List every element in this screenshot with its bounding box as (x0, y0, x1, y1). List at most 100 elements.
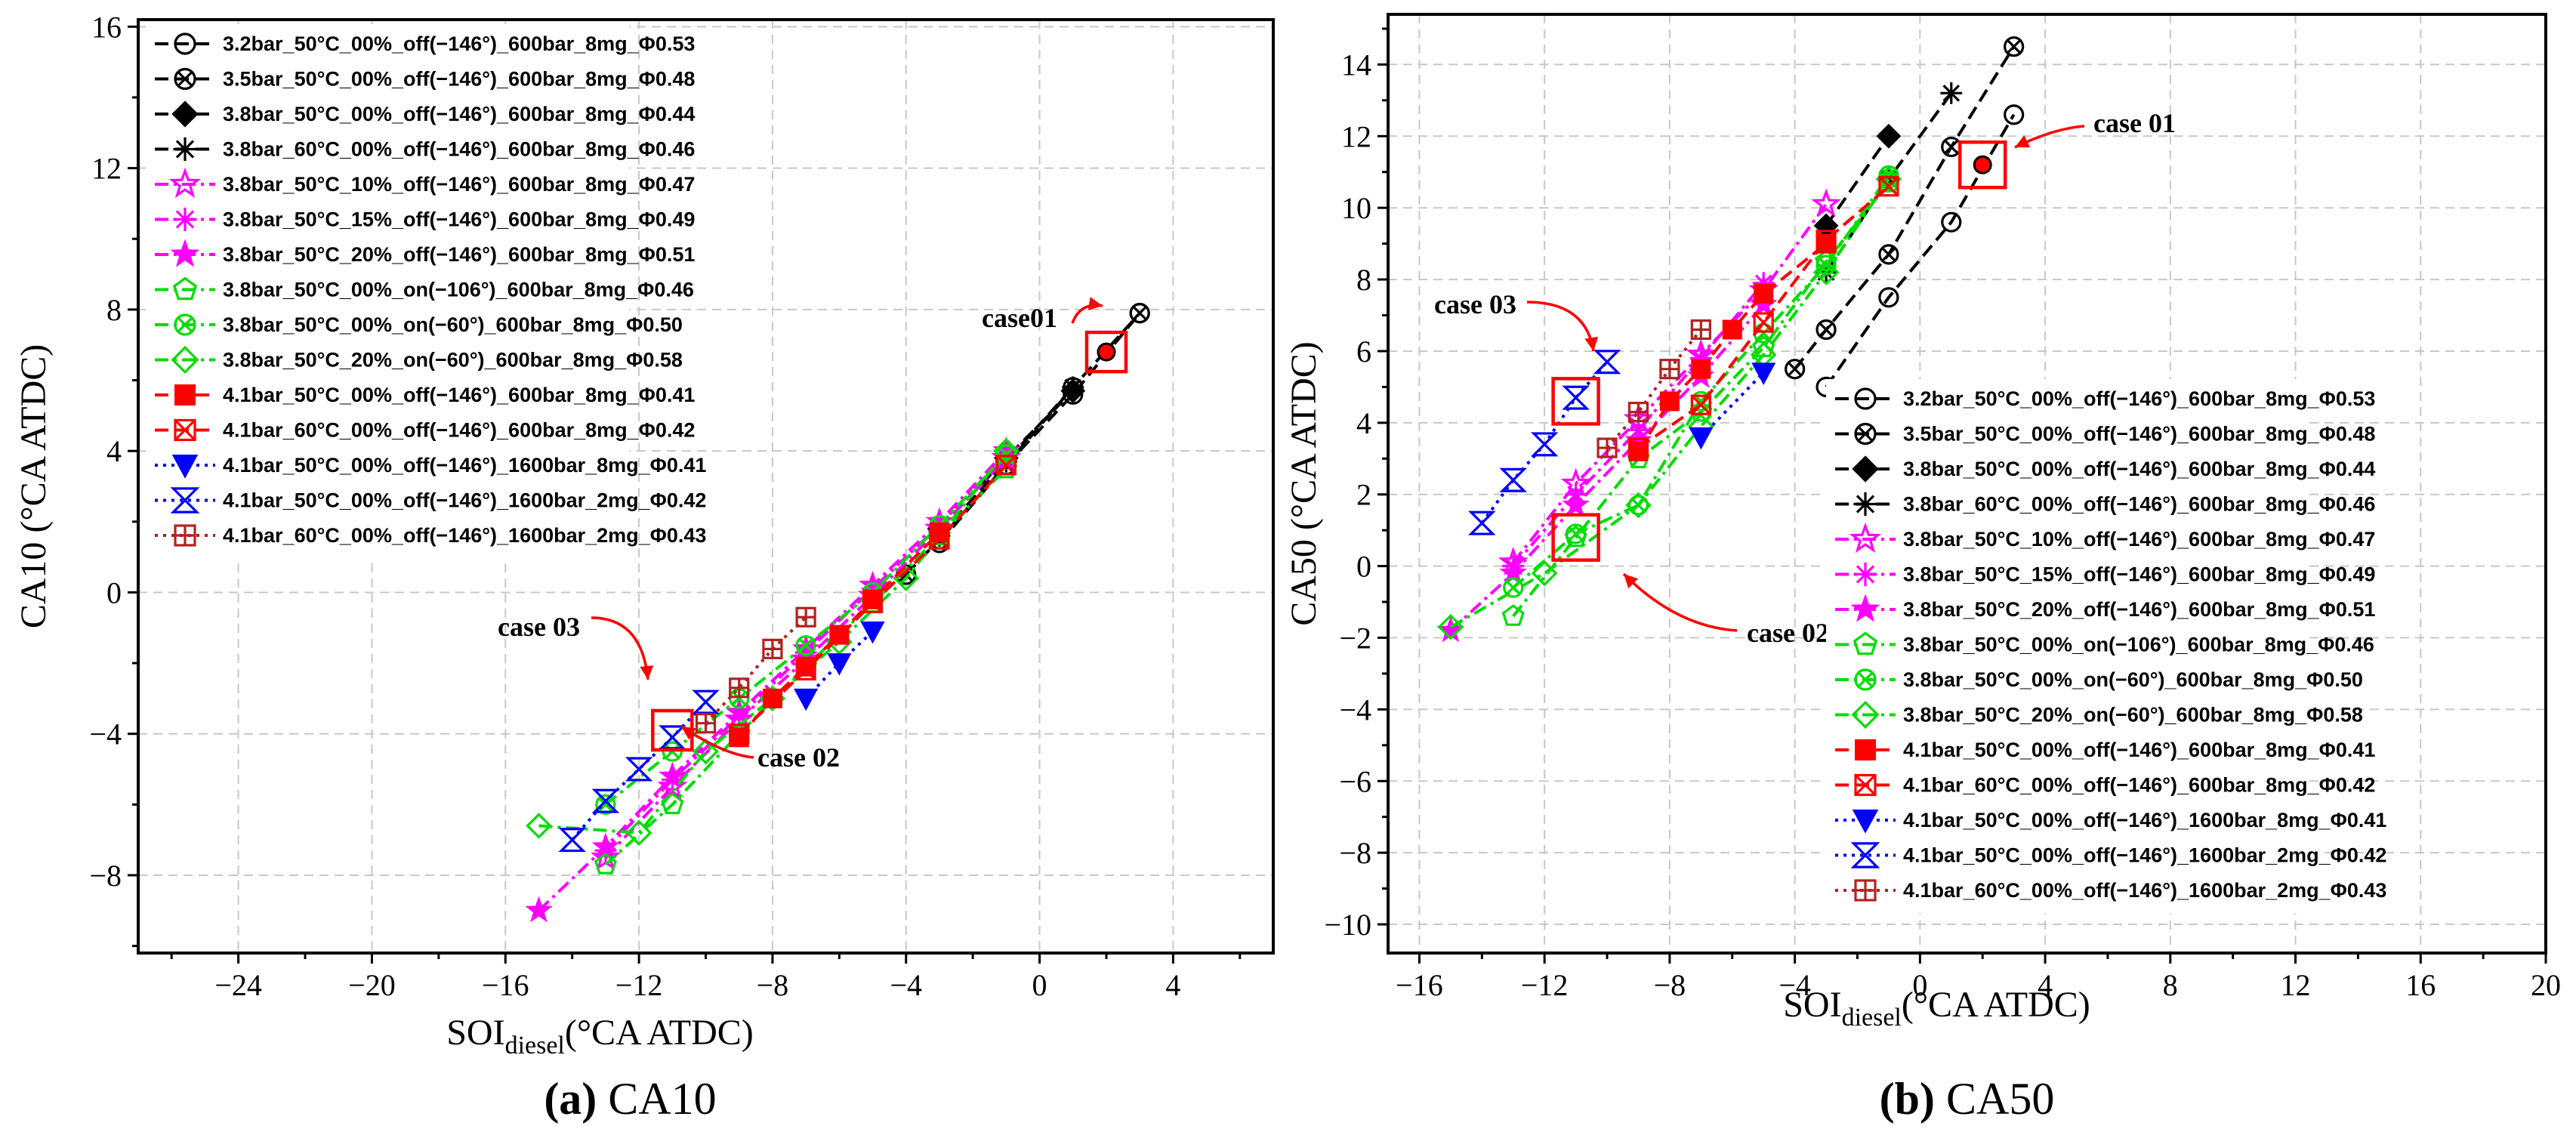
point-a-13-4 (692, 689, 720, 714)
legend-marker-b-3 (1853, 492, 1877, 517)
legend-label-b-12: 4.1bar_50°C_00%_off(−146°)_1600bar_8mg_Φ… (1903, 809, 2386, 831)
x-tick-b-3: −4 (1779, 968, 1811, 1002)
x-label-main-b: SOI (1783, 985, 1841, 1025)
point-a-3-2 (1062, 376, 1084, 399)
series-a-11 (729, 455, 1017, 745)
y-tick-a-6: 16 (91, 10, 122, 44)
point-a-12-2 (860, 621, 885, 644)
legend-label-a-11: 4.1bar_60°C_00%_off(−146°)_600bar_8mg_Φ0… (223, 419, 695, 442)
legend-entry-b-13: 4.1bar_50°C_00%_off(−146°)_1600bar_2mg_Φ… (1835, 842, 2386, 868)
y-tick-a-2: 0 (106, 575, 122, 609)
point-a-11-4 (995, 455, 1017, 476)
point-a-14-0 (695, 713, 717, 734)
point-b-5-4 (1752, 272, 1775, 295)
point-b-13-3 (1562, 385, 1590, 410)
point-b-11-0 (1627, 437, 1649, 458)
point-b-8-1 (1565, 523, 1587, 544)
x-tick-a-1: −20 (348, 968, 396, 1002)
point-a-6-0 (525, 896, 553, 923)
x-label-subscript-a: diesel (505, 1032, 565, 1060)
x-label-suffix-b: (°CA ATDC) (1902, 985, 2090, 1025)
series-b-11 (1627, 176, 1899, 458)
legend-marker-b-0 (1854, 387, 1877, 410)
series-b-5 (1502, 272, 1775, 578)
case-arrowhead-b-0 (2015, 135, 2031, 148)
point-b-2-1 (1876, 123, 1902, 149)
legend-marker-b-13 (1850, 842, 1880, 868)
legend-entry-b-3: 3.8bar_60°C_00%_off(−146°)_600bar_8mg_Φ0… (1835, 492, 2375, 517)
legend-label-b-11: 4.1bar_60°C_00%_off(−146°)_600bar_8mg_Φ0… (1903, 774, 2375, 797)
legend-a: 3.2bar_50°C_00%_off(−146°)_600bar_8mg_Φ0… (146, 24, 706, 559)
legend-marker-b-10 (1855, 739, 1876, 760)
point-b-12-1 (1751, 362, 1776, 385)
legend-entry-a-1: 3.5bar_50°C_00%_off(−146°)_600bar_8mg_Φ0… (155, 68, 695, 91)
y-tick-b-8: 6 (1356, 335, 1371, 369)
legend-marker-a-4 (168, 167, 202, 199)
legend-entry-a-4: 3.8bar_50°C_10%_off(−146°)_600bar_8mg_Φ0… (155, 167, 695, 199)
legend-label-a-5: 3.8bar_50°C_15%_off(−146°)_600bar_8mg_Φ0… (223, 208, 695, 231)
x-tick-b-5: 4 (2038, 968, 2053, 1002)
legend-entry-b-9: 3.8bar_50°C_20%_on(−60°)_600bar_8mg_Φ0.5… (1835, 700, 2363, 729)
point-b-10-4 (1754, 284, 1774, 304)
caption-letter-a: (a) (544, 1074, 597, 1124)
case-box-b-1 (1551, 377, 1600, 426)
series-line-b-4 (1512, 203, 1828, 564)
x-tick-a-6: 0 (1032, 968, 1047, 1002)
legend-entry-a-5: 3.8bar_50°C_15%_off(−146°)_600bar_8mg_Φ0… (155, 207, 695, 232)
legend-entry-b-1: 3.5bar_50°C_00%_off(−146°)_600bar_8mg_Φ0… (1835, 423, 2375, 446)
legend-entry-a-7: 3.8bar_50°C_00%_on(−106°)_600bar_8mg_Φ0.… (155, 276, 694, 301)
legend-label-b-1: 3.5bar_50°C_00%_off(−146°)_600bar_8mg_Φ0… (1903, 423, 2375, 446)
legend-marker-a-13 (170, 487, 200, 514)
point-b-13-2 (1530, 432, 1559, 457)
case-box-a-0 (1084, 330, 1128, 374)
legend-marker-b-7 (1853, 631, 1878, 655)
x-tick-b-8: 16 (2405, 968, 2436, 1002)
case-arrowhead-a-1 (640, 665, 654, 680)
legend-bg-a (146, 24, 629, 559)
point-b-13-0 (1468, 510, 1496, 535)
point-b-7-0 (1501, 604, 1525, 626)
panel-caption-b: (b) CA50 (1880, 1074, 2055, 1124)
legend-marker-a-7 (172, 276, 198, 301)
series-line-a-3 (938, 386, 1075, 537)
legend-label-a-14: 4.1bar_60°C_00%_off(−146°)_1600bar_2mg_Φ… (223, 524, 706, 547)
x-tick-b-0: −16 (1396, 968, 1443, 1002)
x-tick-a-4: −8 (757, 968, 789, 1002)
legend-entry-b-8: 3.8bar_50°C_00%_on(−60°)_600bar_8mg_Φ0.5… (1835, 668, 2363, 691)
y-tick-a-4: 8 (106, 293, 122, 327)
point-a-8-0 (595, 794, 616, 815)
legend-entry-b-6: 3.8bar_50°C_20%_off(−146°)_600bar_8mg_Φ0… (1835, 594, 2375, 622)
case-box-b-2 (1551, 513, 1600, 562)
legend-entry-b-11: 4.1bar_60°C_00%_off(−146°)_600bar_8mg_Φ0… (1835, 774, 2375, 797)
legend-marker-b-4 (1849, 522, 1882, 554)
point-b-1-1 (1816, 319, 1837, 341)
case-box-b-0 (1957, 140, 2007, 190)
point-b-14-0 (1597, 437, 1618, 458)
point-a-6-2 (659, 761, 686, 788)
point-a-12-1 (827, 653, 852, 676)
axes-b: −16 −12 −8 −4 0 4 8 12 16 20 −10 −8 −6 −4 −2 0 2 4 6 8 10 12 1… (1324, 13, 2561, 1002)
series-line-b-9 (1449, 178, 1890, 629)
x-tick-a-0: −24 (214, 968, 262, 1002)
caption-letter-b: (b) (1880, 1074, 1935, 1124)
x-tick-b-1: −12 (1521, 968, 1569, 1002)
legend-label-b-4: 3.8bar_50°C_10%_off(−146°)_600bar_8mg_Φ0… (1903, 528, 2375, 551)
y-tick-a-5: 12 (91, 152, 122, 186)
plot-frame-b (1387, 13, 2547, 955)
series-line-a-14 (705, 615, 807, 725)
legend-entry-a-0: 3.2bar_50°C_00%_off(−146°)_600bar_8mg_Φ0… (155, 32, 695, 55)
series-line-b-12 (1699, 372, 1765, 439)
legend-marker-a-8 (174, 313, 196, 336)
point-a-12-0 (794, 688, 819, 711)
legend-entry-a-10: 4.1bar_50°C_00%_off(−146°)_600bar_8mg_Φ0… (155, 384, 695, 406)
legend-label-b-0: 3.2bar_50°C_00%_off(−146°)_600bar_8mg_Φ0… (1903, 387, 2375, 410)
legend-label-a-10: 4.1bar_50°C_00%_off(−146°)_600bar_8mg_Φ0… (223, 384, 695, 406)
point-a-9-0 (526, 813, 552, 839)
panel-caption-a: (a) CA10 (544, 1074, 716, 1124)
legend-entry-b-12: 4.1bar_50°C_00%_off(−146°)_1600bar_8mg_Φ… (1835, 809, 2386, 834)
x-label-main-a: SOI (446, 1013, 504, 1053)
legend-label-a-12: 4.1bar_50°C_00%_off(−146°)_1600bar_8mg_Φ… (223, 454, 706, 477)
point-b-1-0 (1785, 359, 1806, 380)
series-line-a-6 (538, 449, 1007, 912)
